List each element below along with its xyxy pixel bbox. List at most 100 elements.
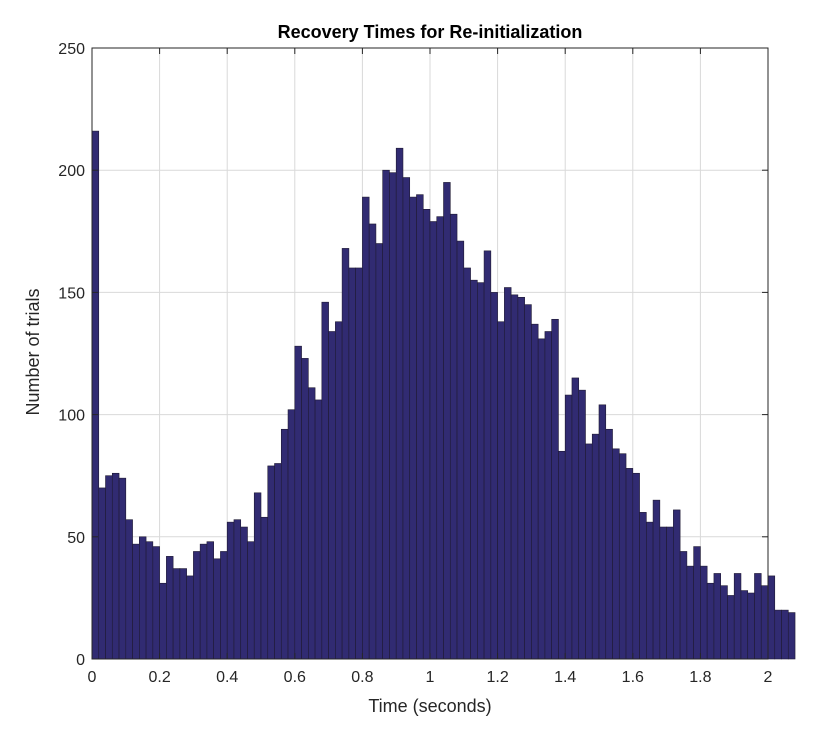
axes: [91, 47, 769, 660]
histogram-bar: [213, 558, 221, 660]
x-tick-label: 0.8: [351, 669, 373, 686]
histogram-bar: [578, 389, 586, 660]
histogram-bar: [193, 551, 201, 660]
histogram-bar: [294, 345, 302, 660]
histogram-bar: [713, 573, 721, 660]
histogram-bar: [760, 585, 769, 660]
histogram-bar: [416, 194, 424, 660]
histogram-bar: [145, 541, 154, 660]
histogram-bar: [517, 296, 525, 660]
histogram-bar: [267, 465, 275, 660]
histogram-bar: [253, 492, 262, 660]
histogram-bar: [531, 323, 539, 660]
histogram-bar: [591, 433, 600, 660]
histogram-bar: [321, 301, 329, 660]
x-tick-label: 0.6: [284, 669, 306, 686]
histogram-bar: [639, 512, 647, 660]
histogram-bar: [767, 575, 776, 660]
histogram-bar: [186, 575, 194, 660]
histogram-bar: [700, 565, 708, 660]
y-tick-label: 200: [58, 163, 85, 180]
histogram-bar: [483, 250, 492, 660]
histogram-bar: [747, 592, 755, 660]
histogram-bar: [199, 543, 208, 660]
histogram-bar: [497, 321, 505, 660]
x-tick-label: 2: [764, 669, 773, 686]
histogram-bar: [625, 468, 634, 660]
histogram-bar: [754, 573, 762, 660]
tick-labels: 0 0.2 0.4 0.6 0.8 1 1.2 1.4 1.6 1.8 2 0 50 100 150 200 2…: [58, 41, 772, 686]
y-axis-label: Number of trials: [23, 288, 43, 415]
histogram-bar: [389, 172, 397, 660]
histogram-bar: [98, 487, 106, 660]
histogram-bar: [152, 546, 160, 660]
histogram-bar: [537, 338, 546, 660]
histogram-bar: [605, 428, 613, 660]
bars: [91, 130, 796, 660]
histogram-bar: [118, 477, 127, 660]
histogram-bar: [287, 409, 296, 660]
histogram-bar: [564, 394, 573, 660]
histogram-bar: [422, 209, 431, 660]
histogram-bar: [456, 240, 465, 660]
histogram-bar: [247, 541, 255, 660]
histogram-bar: [666, 526, 674, 660]
histogram-bar: [510, 294, 519, 660]
histogram-bar: [341, 248, 350, 660]
histogram-bar: [571, 377, 580, 660]
histogram-bar: [774, 609, 782, 660]
x-tick-label: 0: [88, 669, 97, 686]
histogram-bar: [132, 543, 140, 660]
histogram-bar: [720, 585, 728, 660]
histogram-bar: [490, 292, 498, 660]
histogram-bar: [395, 147, 404, 660]
histogram-bar: [382, 169, 390, 660]
histogram-bar: [544, 331, 552, 660]
y-tick-label: 0: [76, 652, 85, 669]
histogram-bar: [504, 287, 512, 660]
histogram-bar: [436, 216, 444, 660]
histogram-bar: [787, 612, 796, 660]
histogram-bar: [280, 428, 289, 660]
histogram-bar: [172, 568, 181, 660]
y-tick-label: 100: [58, 408, 85, 425]
histogram-bar: [159, 582, 167, 660]
histogram-bar: [362, 196, 370, 660]
histogram-bar: [260, 516, 269, 660]
histogram-bar: [402, 177, 411, 660]
histogram-bar: [733, 573, 742, 660]
histogram-bar: [598, 404, 607, 660]
histogram-bar: [226, 521, 235, 660]
histogram-bar: [646, 521, 654, 660]
x-axis-label: Time (seconds): [368, 696, 491, 716]
y-tick-label: 150: [58, 285, 85, 302]
chart-title: Recovery Times for Re-initialization: [278, 22, 583, 42]
x-tick-label: 1.6: [622, 669, 644, 686]
histogram-bar: [443, 182, 451, 660]
histogram-bar: [551, 318, 559, 660]
y-tick-label: 50: [67, 530, 85, 547]
y-tick-label: 250: [58, 41, 85, 58]
x-tick-label: 0.2: [148, 669, 170, 686]
histogram-bar: [274, 463, 282, 660]
histogram-bar: [659, 526, 667, 660]
histogram-bar: [308, 387, 316, 660]
histogram-bar: [585, 443, 593, 660]
histogram-bar: [368, 223, 377, 660]
histogram-bar: [470, 279, 478, 660]
histogram-bar: [105, 475, 113, 660]
histogram-bar: [673, 509, 681, 660]
histogram-bar: [220, 551, 228, 660]
histogram-bar: [463, 267, 471, 660]
histogram-bar: [206, 541, 214, 660]
histogram-bar: [314, 399, 323, 660]
histogram-bar: [240, 526, 248, 660]
histogram-bar: [612, 448, 620, 660]
histogram-bar: [301, 358, 309, 660]
histogram-bar: [166, 556, 174, 660]
histogram-bar: [111, 472, 120, 660]
histogram-bar: [355, 267, 363, 660]
histogram-bar: [727, 595, 735, 660]
histogram-bar: [409, 196, 417, 660]
histogram-bar: [348, 267, 356, 660]
